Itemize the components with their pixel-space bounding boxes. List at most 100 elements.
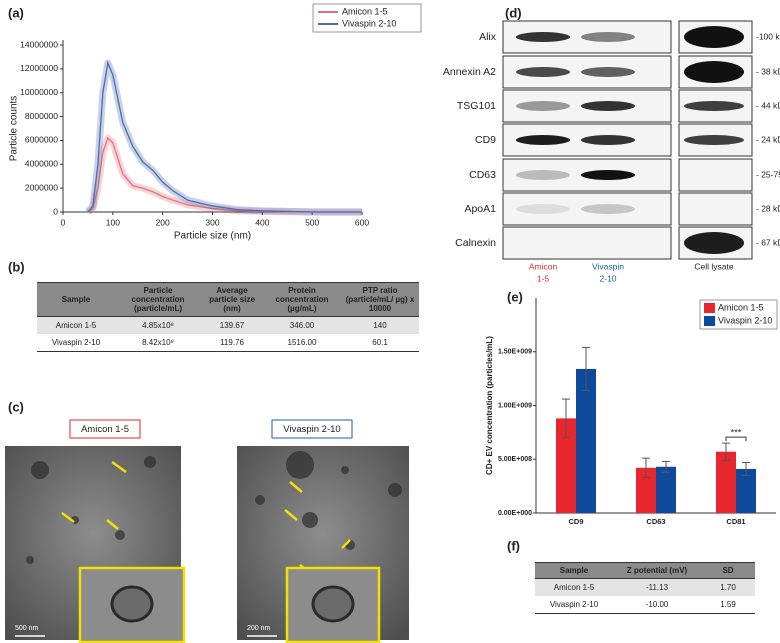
lane-label: Vivaspin (592, 261, 624, 271)
band (581, 170, 635, 180)
band (684, 26, 744, 48)
vesicle (144, 456, 156, 468)
label-box (271, 419, 353, 439)
label-box (69, 419, 141, 439)
band (684, 232, 744, 254)
y-tick-label: 2000000 (25, 182, 58, 192)
header-cell: Protein concentration (µg/mL) (263, 282, 341, 317)
scale-bar-label: 200 nm (247, 625, 271, 632)
x-tick-label: 400 (255, 217, 269, 227)
x-axis-title: Particle size (nm) (174, 231, 251, 242)
lane-label: 1-5 (537, 273, 550, 283)
vesicle (302, 512, 318, 528)
bar (656, 466, 676, 513)
band (581, 204, 635, 214)
panel-label: (c) (8, 399, 24, 414)
y-tick-label: 0.00E+000 (498, 510, 532, 517)
inset-vesicle (110, 585, 154, 623)
size-label: - 25-75 kDa (756, 169, 780, 179)
y-tick-label: 14000000 (20, 39, 58, 49)
x-tick-label: 500 (305, 217, 319, 227)
size-label: - 28 kDa (756, 203, 780, 213)
panel-label: (b) (8, 259, 25, 274)
bar (556, 418, 576, 513)
bar (716, 451, 736, 513)
y-axis-title: CD+ EV concentration (particles/mL) (485, 336, 494, 475)
panel-label: (e) (507, 289, 523, 304)
header-cell: Particle concentration (particle/mL) (115, 282, 201, 317)
legend-swatch (704, 303, 715, 313)
arrow (341, 539, 351, 549)
band (516, 170, 570, 180)
vesicle (255, 495, 265, 505)
vesicle (115, 530, 125, 540)
line-band (85, 134, 362, 216)
cell: 139.67 (201, 316, 263, 334)
blot-box (678, 192, 753, 226)
lane-label: 2-10 (599, 273, 616, 283)
vesicle (26, 556, 34, 564)
size-label: - 67 kDa (756, 237, 780, 247)
band (684, 135, 744, 145)
size-label: - 44 kDa (756, 100, 780, 110)
bar (736, 468, 756, 513)
header-cell: Z potential (mV) (613, 562, 701, 579)
protein-label: Annexin A2 (443, 66, 496, 78)
header-cell: Sample (535, 562, 613, 579)
header-row: Sample Particle concentration (particle/m… (37, 282, 419, 317)
vesicle (341, 466, 349, 474)
band (516, 135, 570, 145)
cell: Vivaspin 2-10 (535, 596, 613, 614)
vesicle (286, 451, 314, 479)
legend-box (312, 3, 422, 33)
table: Sample Z potential (mV) SD Amicon 1-5 -11.13… (535, 562, 755, 614)
y-tick-label: 10000000 (20, 87, 58, 97)
y-tick-label: 12000000 (20, 63, 58, 73)
panel-label: (f) (507, 538, 520, 553)
table: Sample Particle concentration (particle/m… (37, 282, 419, 352)
cell: 60.1 (341, 334, 419, 352)
legend-label: Amicon 1-5 (342, 6, 388, 16)
legend-label: Vivaspin 2-10 (342, 18, 396, 28)
protein-label: CD9 (475, 134, 496, 146)
band (684, 61, 744, 83)
protein-label: Calnexin (455, 237, 496, 249)
y-tick-label: 1.00E+009 (498, 402, 532, 409)
protein-label: Alix (479, 31, 497, 43)
cell: Amicon 1-5 (37, 316, 115, 334)
y-tick-label: 1.50E+009 (498, 349, 532, 356)
image-label: Amicon 1-5 (81, 424, 129, 435)
arrow (61, 512, 75, 523)
arrow (106, 519, 119, 530)
lane-label: Amicon (529, 261, 558, 271)
band (581, 135, 635, 145)
header-cell: SD (701, 562, 755, 579)
arrow (284, 509, 298, 521)
cell: 1.59 (701, 596, 755, 614)
x-tick-label: 300 (205, 217, 219, 227)
cell: 119.76 (201, 334, 263, 352)
blot-box (502, 192, 672, 226)
panel-label: (d) (505, 5, 522, 20)
image-label: Vivaspin 2-10 (283, 424, 340, 435)
x-tick-label: CD9 (568, 517, 583, 526)
bar (576, 368, 596, 513)
scale-bar-label: 500 nm (15, 625, 39, 632)
panel-label: (a) (8, 5, 24, 20)
vesicle (31, 461, 49, 479)
cell: 1.70 (701, 578, 755, 596)
legend-label: Vivaspin 2-10 (718, 315, 772, 325)
legend-swatch (704, 316, 715, 326)
line (87, 60, 362, 213)
cell: -11.13 (613, 578, 701, 596)
x-tick-label: 200 (156, 217, 170, 227)
header-cell: PTP ratio (particle/mL/ µg) x 10000 (341, 282, 419, 317)
band (581, 101, 635, 111)
cell: -10.00 (613, 596, 701, 614)
cell: 346.00 (263, 316, 341, 334)
table-row: Vivaspin 2-10 -10.00 1.59 (535, 596, 755, 614)
x-tick-label: 100 (106, 217, 120, 227)
protein-label: TSG101 (457, 100, 496, 112)
